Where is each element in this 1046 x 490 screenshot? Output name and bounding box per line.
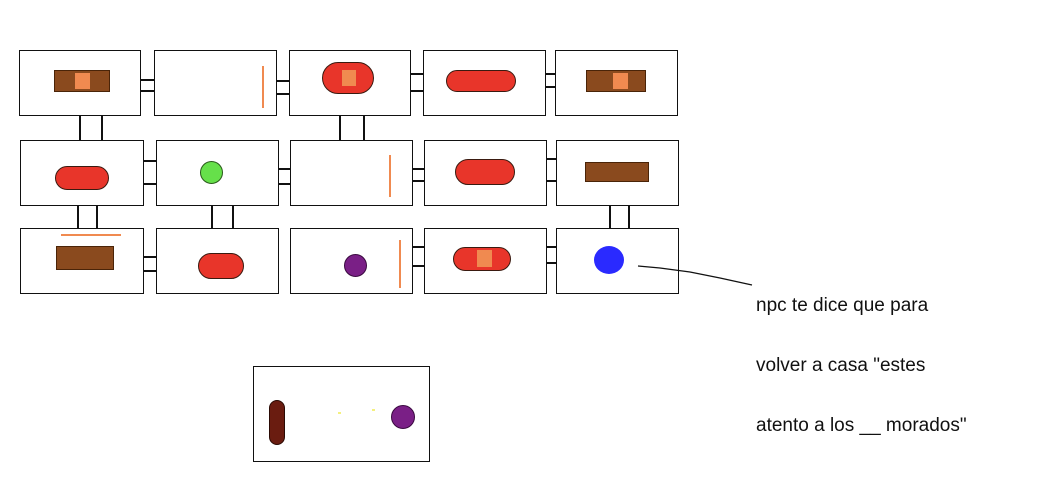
red-pill [55, 166, 109, 190]
orange-patch [342, 70, 356, 86]
room-r3-c1 [20, 228, 144, 294]
connector [413, 168, 424, 170]
yellow-sparkle [372, 409, 375, 411]
connector [363, 116, 365, 140]
room-r2-c5 [556, 140, 679, 206]
npc-note-line-3: atento a los __ morados" [756, 415, 967, 436]
room-r2-c1 [20, 140, 144, 206]
brown-crate [585, 162, 649, 182]
room-r1-c4 [423, 50, 546, 116]
room-r1-c2 [154, 50, 277, 116]
connector [411, 90, 423, 92]
orange-stick [389, 155, 391, 197]
room-r3-c5 [556, 228, 679, 294]
connector [101, 116, 103, 140]
npc-note-line-2: volver a casa "estes [756, 355, 926, 376]
connector [547, 180, 556, 182]
red-pill [198, 253, 244, 279]
room-r2-c3 [290, 140, 413, 206]
npc-note: npc te dice que para volver a casa "este… [756, 261, 1036, 471]
room-r1-c3 [289, 50, 411, 116]
purple-orb [344, 254, 367, 277]
connector [413, 246, 424, 248]
red-pill [455, 159, 515, 185]
red-pill [446, 70, 516, 92]
connector [628, 206, 630, 228]
room-r3-c4 [424, 228, 547, 294]
orange-patch [477, 250, 492, 267]
connector [144, 270, 156, 272]
blue-orb [594, 246, 624, 274]
connector [79, 116, 81, 140]
orange-stick [399, 240, 401, 288]
connector [413, 265, 424, 267]
connector [547, 158, 556, 160]
purple-orb [391, 405, 415, 429]
connector [144, 256, 156, 258]
orange-patch [75, 73, 90, 89]
room-r1-c1 [19, 50, 141, 116]
connector [546, 86, 555, 88]
connector [96, 206, 98, 228]
green-orb [200, 161, 223, 184]
brown-crate [56, 246, 114, 270]
connector [411, 73, 423, 75]
connector [279, 183, 290, 185]
connector [609, 206, 611, 228]
connector [141, 90, 154, 92]
orange-patch [613, 73, 628, 89]
room-r2-c2 [156, 140, 279, 206]
connector [413, 180, 424, 182]
connector [141, 79, 154, 81]
connector [547, 246, 556, 248]
connector [339, 116, 341, 140]
connector [547, 262, 556, 264]
connector [144, 160, 156, 162]
dark-red-pill [269, 400, 285, 445]
connector [279, 168, 290, 170]
connector [232, 206, 234, 228]
room-r3-c3 [290, 228, 413, 294]
connector [211, 206, 213, 228]
yellow-sparkle [338, 412, 341, 414]
room-r3-c2 [156, 228, 279, 294]
connector [77, 206, 79, 228]
connector [277, 80, 289, 82]
room-r2-c4 [424, 140, 547, 206]
npc-note-line-1: npc te dice que para [756, 295, 929, 316]
room-r1-c5 [555, 50, 678, 116]
orange-stick [61, 234, 121, 236]
separate-room [253, 366, 430, 462]
connector [277, 93, 289, 95]
connector [546, 73, 555, 75]
orange-stick [262, 66, 264, 108]
connector [144, 183, 156, 185]
